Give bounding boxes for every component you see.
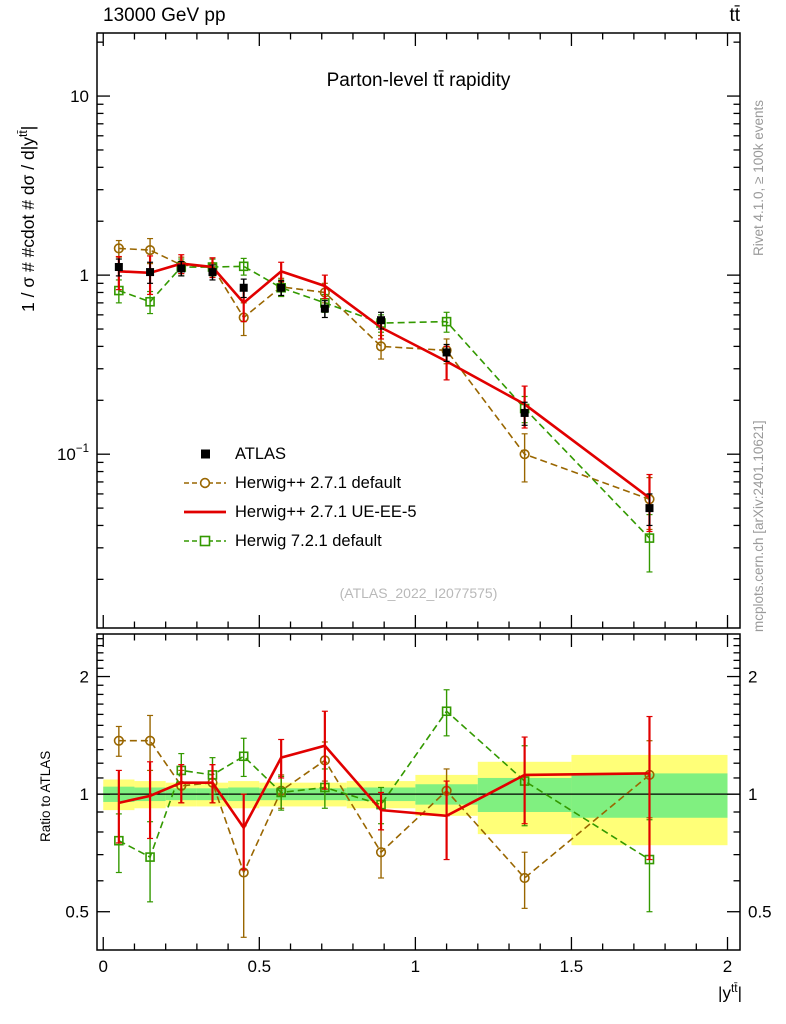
- herwigpp-ueee5-marker-icon: [184, 510, 226, 514]
- analysis-id-watermark: (ATLAS_2022_I2077575): [339, 585, 498, 601]
- process-label: tt̄: [729, 5, 740, 26]
- legend-label-atlas: ATLAS: [235, 444, 287, 463]
- main-y-tick-label: 10: [70, 87, 89, 106]
- x-tick-label: 0: [99, 957, 108, 976]
- y-axis-label-main-post: |: [17, 125, 38, 131]
- main-series-atlas: [114, 258, 654, 527]
- ratio-y-tick-label-right: 0.5: [748, 903, 772, 922]
- legend-item-atlas: ATLAS: [183, 444, 417, 464]
- x-tick-label: 1.5: [560, 957, 584, 976]
- x-axis-label-pre: |y: [718, 983, 731, 1003]
- legend-marker-atlas: [183, 446, 227, 462]
- legend-marker-herwigpp-default: [183, 475, 227, 491]
- ratio-y-tick-label-left: 0.5: [65, 903, 89, 922]
- beam-energy-label: 13000 GeV pp: [103, 5, 226, 26]
- x-axis-label-sup: tt̄: [730, 981, 738, 995]
- main-y-ticks: [97, 41, 740, 581]
- herwig7-default-marker-icon: [184, 535, 226, 547]
- y-axis-label-ratio: Ratio to ATLAS: [38, 750, 53, 842]
- y-axis-label-main: 1 / σ # #cdot # dσ / d|ytt̄|: [16, 126, 39, 312]
- legend-label-herwig7-default: Herwig 7.2.1 default: [235, 531, 382, 550]
- atlas-uncertainty-bands: [103, 754, 728, 846]
- legend-marker-herwigpp-ueee5: [183, 504, 227, 520]
- ratio-y-tick-label-right: 1: [748, 785, 757, 804]
- y-axis-label-main-pre: 1 / σ # #cdot # dσ / d|y: [17, 137, 38, 312]
- legend-item-herwigpp-default: Herwig++ 2.7.1 default: [183, 473, 417, 493]
- x-tick-label: 2: [723, 957, 732, 976]
- legend: ATLAS Herwig++ 2.7.1 default Herwig++ 2.…: [183, 444, 417, 551]
- ratio-y-tick-label-right: 2: [748, 668, 757, 687]
- plot-title: Parton-level tt̄ rapidity: [326, 70, 511, 91]
- legend-item-herwigpp-ueee5: Herwig++ 2.7.1 UE-EE-5: [183, 502, 417, 522]
- x-tick-label: 1: [411, 957, 420, 976]
- legend-marker-herwig7-default: [183, 533, 227, 549]
- atlas-marker-icon: [201, 449, 210, 459]
- ratio-frame: [96, 633, 741, 951]
- ratio-series-herwigpp-ueee5-ratio: [115, 710, 653, 871]
- mcplots-reference-label: mcplots.cern.ch [arXiv:2401.10621]: [751, 420, 766, 632]
- ratio-y-tick-label-left: 1: [80, 785, 89, 804]
- legend-label-herwigpp-ueee5: Herwig++ 2.7.1 UE-EE-5: [235, 502, 417, 521]
- main-y-tick-label: 1: [80, 266, 89, 285]
- main-frame: [96, 32, 741, 629]
- legend-item-herwig7-default: Herwig 7.2.1 default: [183, 531, 417, 551]
- ratio-y-tick-label-left: 2: [80, 668, 89, 687]
- main-x-ticks: [102, 33, 729, 628]
- rivet-version-label: Rivet 4.1.0, ≥ 100k events: [751, 100, 766, 256]
- main-y-tick-label: 10−1: [57, 443, 89, 464]
- legend-label-herwigpp-default: Herwig++ 2.7.1 default: [235, 473, 402, 492]
- herwigpp-default-marker-icon: [184, 477, 226, 489]
- x-axis-label: |ytt̄|: [718, 981, 742, 1004]
- ratio-x-ticks: [102, 634, 729, 950]
- x-tick-label: 0.5: [247, 957, 271, 976]
- ratio-y-ticks: [97, 638, 740, 913]
- x-axis-label-post: |: [737, 983, 742, 1003]
- y-axis-label-main-sup: tt̄: [16, 130, 30, 137]
